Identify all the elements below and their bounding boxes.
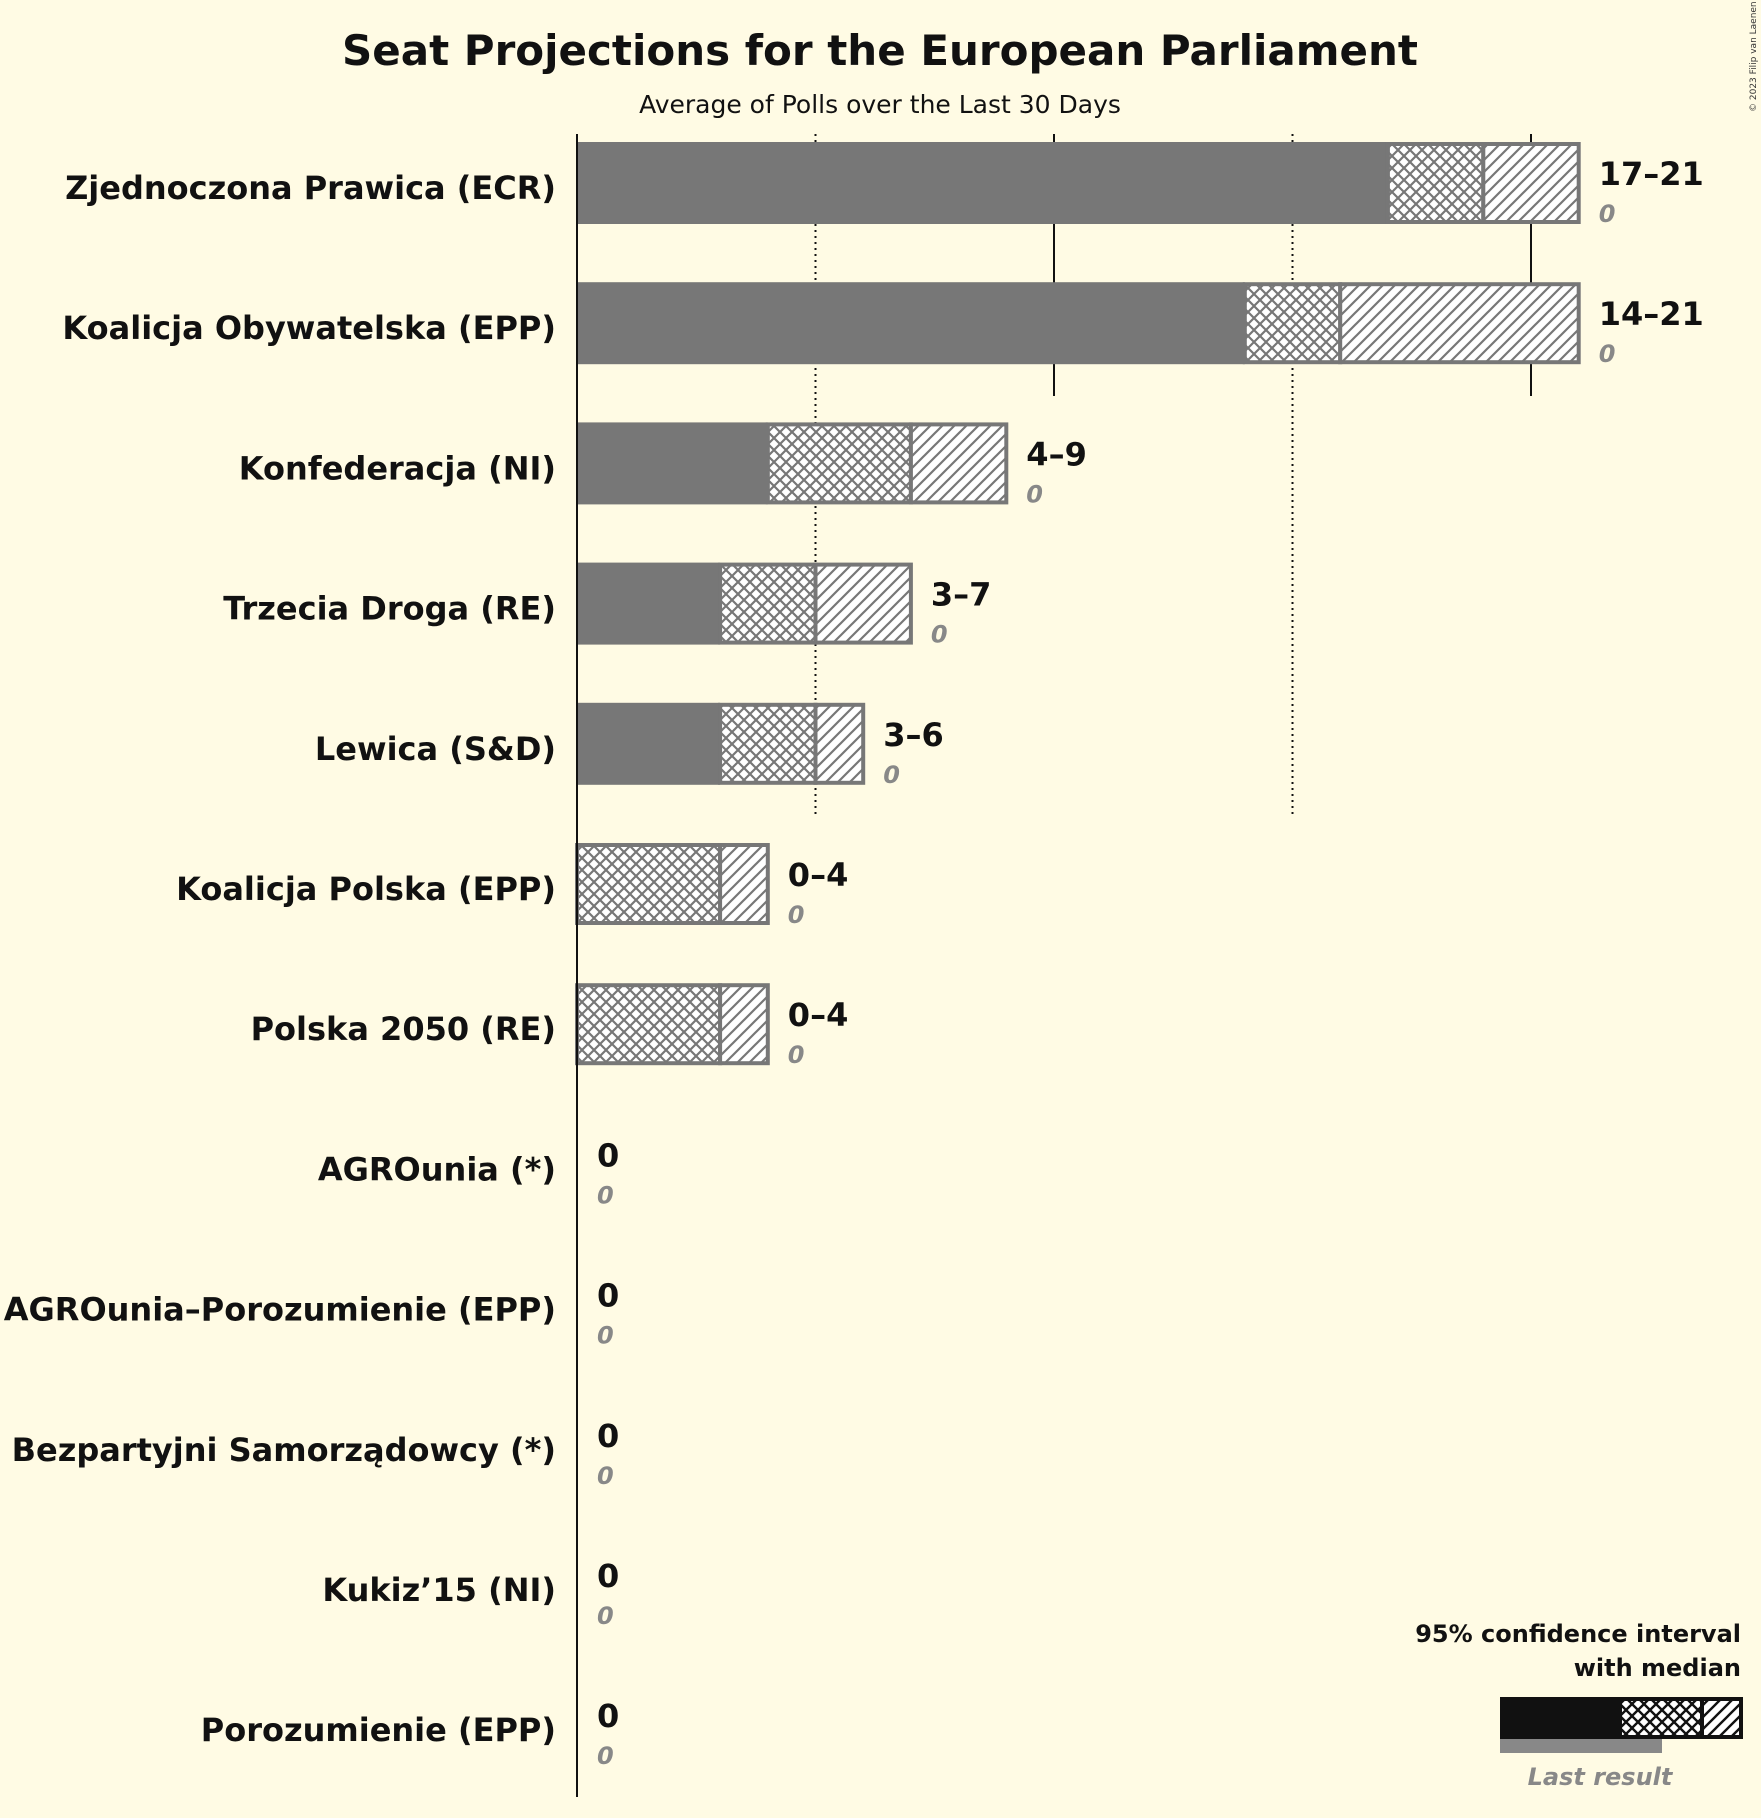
legend-ci-outer-bar (1700, 1697, 1743, 1739)
bar-below-ci (577, 142, 1388, 224)
bar-ci-lower (1385, 142, 1486, 224)
party-label: Zjednoczona Prawica (ECR) (65, 169, 556, 207)
range-label: 17–21 (1599, 155, 1704, 193)
last-result-label: 0 (788, 901, 805, 929)
party-row: Polska 2050 (RE) 0–4 0 (251, 983, 849, 1069)
bar-ci-lower (718, 702, 818, 785)
bar-ci-upper (813, 702, 866, 785)
bar-ci-upper (718, 843, 770, 925)
party-row: Trzecia Droga (RE) 3–7 0 (223, 562, 992, 649)
party-label: Bezpartyjni Samorządowcy (*) (12, 1431, 556, 1469)
range-label: 0 (597, 1277, 619, 1315)
last-result-label: 0 (1599, 340, 1616, 368)
range-label: 0–4 (788, 996, 849, 1034)
party-row: Koalicja Obywatelska (EPP) 14–21 0 (62, 282, 1704, 368)
bar-below-ci (577, 562, 721, 645)
party-label: Koalicja Obywatelska (EPP) (62, 309, 556, 347)
legend-title-line1: 95% confidence interval (1415, 1620, 1741, 1648)
bar-below-ci (577, 702, 721, 785)
party-label: AGROunia (*) (318, 1150, 556, 1188)
bar-ci-upper (813, 562, 913, 645)
party-label: Polska 2050 (RE) (251, 1010, 556, 1048)
bar-ci-lower (765, 422, 913, 505)
last-result-label: 0 (883, 761, 900, 789)
party-label: Trzecia Droga (RE) (223, 590, 556, 628)
legend: 95% confidence interval with median Last… (1415, 1620, 1743, 1791)
party-row: Lewica (S&D) 3–6 0 (315, 702, 944, 789)
range-label: 4–9 (1026, 435, 1087, 473)
party-label: Porozumienie (EPP) (201, 1711, 556, 1749)
last-result-label: 0 (788, 1041, 805, 1069)
last-result-label: 0 (1026, 480, 1043, 508)
party-label: Koalicja Polska (EPP) (176, 870, 556, 908)
range-label: 0–4 (788, 856, 849, 894)
last-result-label: 0 (597, 1462, 614, 1490)
bar-below-ci (577, 282, 1245, 365)
range-label: 0 (597, 1136, 619, 1174)
bar-ci-lower (718, 562, 818, 645)
range-label: 0 (597, 1557, 619, 1595)
legend-last-result-label: Last result (1528, 1763, 1674, 1791)
copyright-text: © 2023 Filip van Laenen (1749, 1, 1759, 112)
party-row: Kukiz’15 (NI) 0 0 (322, 1557, 619, 1630)
legend-title-line2: with median (1574, 1654, 1741, 1682)
bar-ci-lower (1242, 282, 1343, 365)
party-row: Porozumienie (EPP) 0 0 (201, 1697, 620, 1770)
legend-ci-inner-bar (1618, 1697, 1704, 1739)
last-result-label: 0 (597, 1602, 614, 1630)
last-result-label: 0 (1599, 200, 1616, 228)
party-label: Kukiz’15 (NI) (322, 1571, 556, 1609)
range-label: 0 (597, 1697, 619, 1735)
last-result-label: 0 (931, 621, 948, 649)
bar-ci-lower (575, 843, 723, 925)
range-label: 14–21 (1599, 295, 1704, 333)
bar-rows: Zjednoczona Prawica (ECR) 17–210Koalicja … (4, 142, 1704, 1770)
last-result-label: 0 (597, 1742, 614, 1770)
range-label: 0 (597, 1417, 619, 1455)
last-result-label: 0 (597, 1322, 614, 1350)
party-row: AGROunia–Porozumienie (EPP) 0 0 (4, 1277, 620, 1350)
party-row: Bezpartyjni Samorządowcy (*) 0 0 (12, 1417, 620, 1490)
chart-subtitle: Average of Polls over the Last 30 Days (639, 90, 1121, 119)
bar-ci-upper (1338, 282, 1581, 365)
last-result-label: 0 (597, 1181, 614, 1209)
range-label: 3–6 (883, 716, 944, 754)
party-label: Lewica (S&D) (315, 730, 556, 768)
party-label: Konfederacja (NI) (239, 449, 556, 487)
bar-ci-upper (1481, 142, 1581, 224)
party-row: Konfederacja (NI) 4–9 0 (239, 422, 1087, 508)
bar-ci-upper (718, 983, 770, 1066)
party-row: AGROunia (*) 0 0 (318, 1136, 619, 1209)
bar-ci-lower (575, 983, 723, 1066)
chart-title: Seat Projections for the European Parlia… (342, 26, 1418, 75)
party-row: Koalicja Polska (EPP) 0–4 0 (176, 843, 849, 929)
range-label: 3–7 (931, 576, 992, 614)
party-row: Zjednoczona Prawica (ECR) 17–21 0 (65, 142, 1704, 228)
bar-ci-upper (908, 422, 1009, 505)
legend-median-bar (1500, 1697, 1620, 1739)
party-label: AGROunia–Porozumienie (EPP) (4, 1291, 556, 1329)
bar-below-ci (577, 422, 768, 505)
legend-last-result-bar (1500, 1737, 1662, 1753)
